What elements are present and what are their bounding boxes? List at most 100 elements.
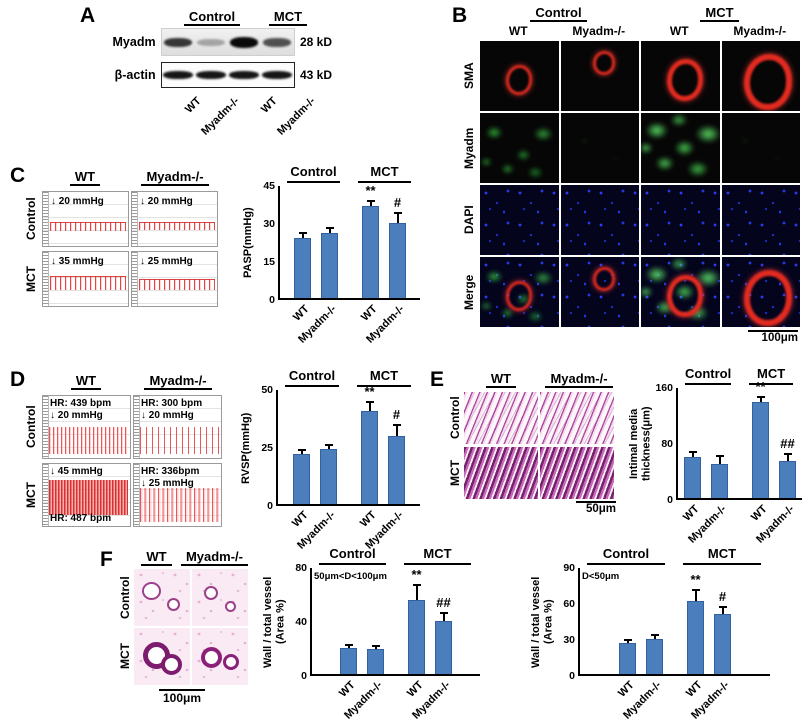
- chart-group-label: MCT: [749, 366, 793, 385]
- chart-significance: ##: [780, 435, 795, 451]
- chart-significance: **: [690, 572, 701, 588]
- chart-x-labels: WT Myadm-/- WT Myadm-/-: [310, 676, 480, 722]
- protein-band: [229, 71, 260, 79]
- chart-significance: #: [718, 588, 727, 604]
- pressure-annotation: ↓ 35 mmHg: [51, 256, 104, 267]
- histology-image-mct-ko: [540, 447, 614, 499]
- scale-bar-label: 50μm: [585, 503, 616, 515]
- chart-error-bar: [623, 638, 632, 644]
- blot-row-myadm: Myadm 28 kD: [70, 28, 332, 56]
- histology-col-wt: WT: [141, 549, 172, 566]
- trace-waveform: [139, 222, 215, 231]
- chart-bar-slot: [711, 388, 728, 498]
- if-group-headers: Control MCT: [478, 4, 800, 24]
- chart-y-tick: 80: [295, 562, 307, 574]
- chart-y-axis: 0 25 50: [256, 384, 276, 512]
- chart-x-label: Myadm-/-: [364, 300, 410, 346]
- chart-y-tick: 15: [263, 256, 275, 269]
- chart-bar-slot: **: [687, 568, 704, 674]
- panel-a: A Control MCT Myadm 28 kD β-actin 43 kD: [70, 2, 332, 158]
- chart-bar: [752, 401, 769, 498]
- chart-y-tick: 45: [263, 180, 275, 192]
- blot-row-actin: β-actin 43 kD: [70, 62, 332, 88]
- chart-bar: [361, 410, 378, 504]
- chart-group-label: MCT: [683, 546, 761, 565]
- chart-bar-slot: [294, 186, 311, 298]
- pasp-traces: WT Myadm-/- Control ↓ 20 mmHg ↓ 20 mmHg …: [24, 168, 220, 307]
- if-image-myadm-mct-wt: [641, 113, 720, 183]
- trace-annotations: HR: 439 bpm ↓ 20 mmHg: [50, 398, 129, 422]
- chart-y-tick: 80: [661, 438, 673, 450]
- if-col-label: Myadm-/-: [572, 24, 626, 38]
- histology-row-mct: MCT: [448, 447, 618, 499]
- panel-a-letter: A: [80, 4, 96, 27]
- chart-bar: [646, 638, 663, 674]
- lane-label: WT: [258, 95, 280, 116]
- scale-bar-label: 100μm: [162, 691, 202, 705]
- chart-bar: [367, 648, 384, 674]
- vessel-histology: WT Myadm-/- Control MCT 100μm: [118, 548, 248, 705]
- chart-annotation: D<50μm: [582, 571, 620, 582]
- panel-f-letter: F: [100, 548, 113, 571]
- if-image-dapi-mct-wt: [641, 185, 720, 255]
- chart-error-bar: [715, 454, 724, 464]
- trace-col-headers: WT Myadm-/-: [40, 168, 220, 187]
- trace-col-wt: WT: [69, 169, 101, 186]
- chart-y-axis-title: RVSP(mmHg): [240, 412, 252, 484]
- if-image-merge-mct-wt: [641, 257, 720, 327]
- chart-y-tick: 60: [563, 598, 575, 611]
- chart-group-label: Control: [287, 164, 340, 183]
- chart-bar-slot: [646, 568, 663, 674]
- panel-b-letter: B: [452, 4, 468, 27]
- myadm-blot-image: [160, 28, 295, 56]
- scale-bar-line: [748, 330, 798, 332]
- chart-y-tick: 40: [295, 616, 307, 628]
- protein-band: [197, 38, 226, 46]
- chart-x-label-text: WT: [404, 679, 426, 700]
- chart-y-tick: 160: [655, 382, 673, 394]
- chart-y-tick: 0: [267, 500, 273, 512]
- chart-error-bar: [688, 451, 697, 457]
- chart-annotation: 50μm<D<100μm: [314, 571, 387, 582]
- chart-significance: **: [755, 378, 766, 394]
- chart-bar: [362, 205, 379, 298]
- chart-bar-slot: #: [388, 390, 405, 504]
- chart-bar: [340, 647, 357, 674]
- pressure-trace-control-wt: ↓ 20 mmHg: [42, 191, 129, 247]
- pressure-annotation: ↓ 45 mmHg: [50, 466, 103, 477]
- trace-annotations: HR: 300 bpm ↓ 20 mmHg: [141, 398, 220, 422]
- chart-bar-slot: [367, 568, 384, 674]
- chart-significance: **: [365, 182, 376, 198]
- panel-f: F WT Myadm-/- Control MCT 100μm Control M…: [90, 546, 802, 724]
- if-image-dapi-mct-ko: [721, 185, 800, 255]
- if-row-sma: SMA: [462, 41, 800, 111]
- chart-group-label: Control: [319, 546, 386, 565]
- protein-band: [262, 71, 293, 79]
- chart-bar: [388, 435, 405, 504]
- trace-row-control: Control HR: 439 bpm ↓ 20 mmHg HR: 300 bp…: [24, 395, 224, 459]
- chart-group-headers: Control MCT: [276, 368, 420, 387]
- chart-y-tick: 0: [269, 294, 275, 306]
- trace-row-mct: MCT ↓ 35 mmHg ↓ 25 mmHg: [24, 251, 220, 307]
- chart-significance: #: [392, 407, 401, 423]
- trace-col-cell: Myadm-/-: [130, 168, 220, 187]
- chart-error-bar: [393, 212, 402, 224]
- chart-bar-slot: [684, 388, 701, 498]
- panel-e: E WT Myadm-/- Control MCT 50μm Control MC…: [424, 366, 802, 546]
- trace-col-ko: Myadm-/-: [141, 169, 209, 186]
- chart-y-axis: 0 30 60 90: [558, 562, 578, 682]
- histology-col-ko: Myadm-/-: [545, 371, 613, 388]
- pressure-trace-mct-wt: ↓ 35 mmHg: [42, 251, 129, 307]
- if-row-dapi: DAPI: [462, 185, 800, 255]
- trace-waveform: [49, 427, 128, 454]
- chart-bar: [320, 449, 337, 504]
- row-label-mct: MCT: [118, 643, 132, 670]
- chart-body: Wall / total vessel (Area %) 0 30 60 90 D<50μ…: [530, 562, 770, 682]
- protein-label: Myadm: [112, 35, 156, 49]
- chart-error-bar: [365, 401, 374, 411]
- chart-bar-slot: [320, 390, 337, 504]
- chart-error-bar: [297, 449, 306, 454]
- rvsp-trace-control-ko: HR: 300 bpm ↓ 20 mmHg: [133, 395, 222, 459]
- chart-y-axis-title: Intimal media thickness(μm): [628, 406, 653, 482]
